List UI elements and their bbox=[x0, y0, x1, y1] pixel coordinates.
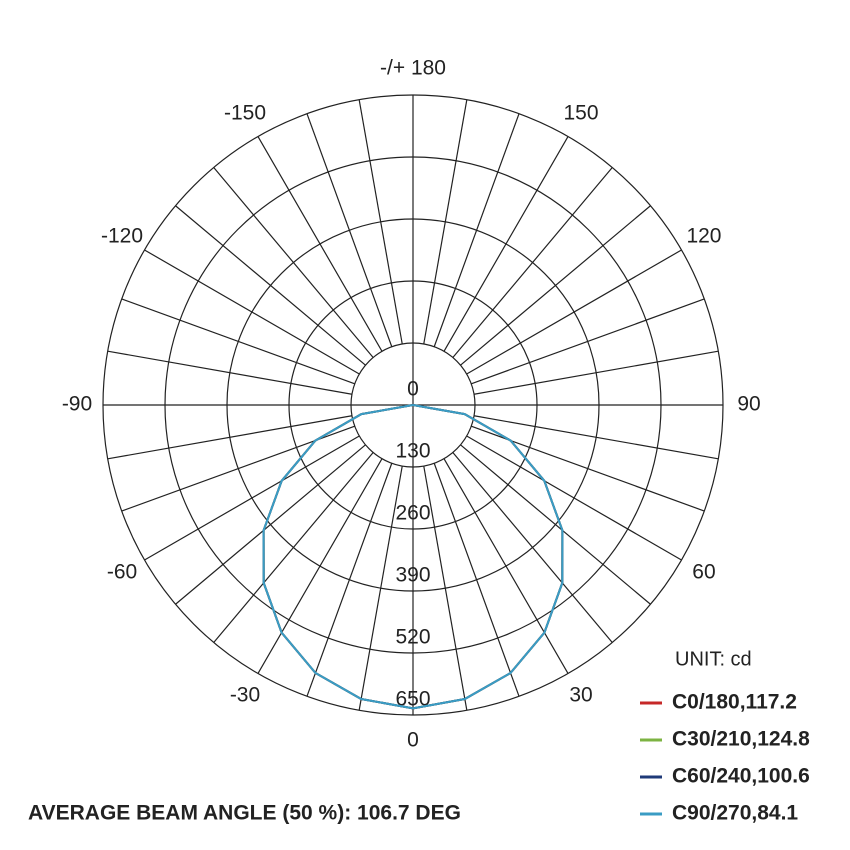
angle-tick-label: 150 bbox=[563, 102, 598, 125]
angle-tick-label: 90 bbox=[737, 393, 760, 416]
legend-label: C60/240,100.6 bbox=[672, 765, 810, 788]
legend-label: C90/270,84.1 bbox=[672, 802, 798, 825]
ring bbox=[164, 156, 662, 654]
r-tick-label: 390 bbox=[395, 564, 430, 587]
ring bbox=[102, 94, 724, 716]
unit-label: UNIT: cd bbox=[675, 648, 752, 670]
r-tick-label: 650 bbox=[395, 688, 430, 711]
angle-tick-label: 120 bbox=[686, 225, 721, 248]
angle-tick-label: -150 bbox=[224, 102, 266, 125]
angle-tick-label: -/+ 180 bbox=[380, 57, 446, 80]
ring bbox=[350, 342, 476, 468]
r-tick-label: 130 bbox=[395, 440, 430, 463]
angle-tick-label: 60 bbox=[692, 561, 715, 584]
series-line bbox=[262, 404, 564, 710]
angle-tick-label: -90 bbox=[62, 393, 92, 416]
ring bbox=[226, 218, 600, 592]
r-tick-label: 520 bbox=[395, 626, 430, 649]
ring bbox=[288, 280, 538, 530]
footnote: AVERAGE BEAM ANGLE (50 %): 106.7 DEG bbox=[28, 802, 461, 825]
legend-label: C30/210,124.8 bbox=[672, 728, 810, 751]
r-tick-label: 260 bbox=[395, 502, 430, 525]
angle-tick-label: 30 bbox=[569, 684, 592, 707]
angle-tick-label: 0 bbox=[407, 729, 419, 752]
angle-tick-label: -30 bbox=[230, 684, 260, 707]
angle-tick-label: -120 bbox=[101, 225, 143, 248]
r-tick-label: 0 bbox=[407, 378, 419, 401]
angle-tick-label: -60 bbox=[107, 561, 137, 584]
legend-label: C0/180,117.2 bbox=[672, 691, 797, 714]
